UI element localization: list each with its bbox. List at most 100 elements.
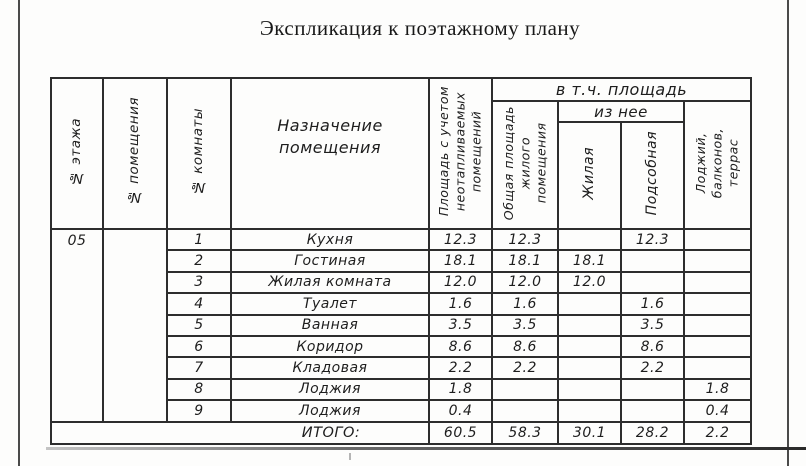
auxiliary-header-label: Подсобная xyxy=(644,131,661,216)
purpose-cell: Лоджия xyxy=(230,399,430,423)
explication-table: № этажа № помещения № комнаты Назначение… xyxy=(50,77,753,445)
auxiliary-cell xyxy=(620,270,685,295)
table-row: 2 Гостиная 18.1 18.1 18.1 xyxy=(51,249,753,273)
col-header-room-number: № комнаты xyxy=(166,77,232,230)
table-row: 9 Лоджия 0.4 0.4 xyxy=(51,399,753,423)
total-row: ИТОГО: 60.5 58.3 30.1 28.2 2.2 xyxy=(50,420,753,445)
purpose-cell: Туалет xyxy=(230,292,430,316)
total-living-cell: 8.6 xyxy=(491,334,559,359)
room-number-cell: 9 xyxy=(166,399,232,423)
room-number-cell: 5 xyxy=(166,313,232,337)
purpose-cell: Кухня xyxy=(230,227,430,252)
auxiliary-cell xyxy=(620,377,685,402)
loggia-cell xyxy=(682,292,753,316)
loggia-cell xyxy=(682,356,753,380)
auxiliary-cell xyxy=(620,249,685,273)
area-with-unheated-cell: 0.4 xyxy=(428,399,493,423)
room-number-cell: 1 xyxy=(166,227,232,252)
col-group-incl-area: в т.ч. площадь xyxy=(490,77,753,102)
area-with-unheated-cell: 12.0 xyxy=(428,270,493,295)
col-group-of-which: из нее xyxy=(557,100,685,123)
living-header-label: Жилая xyxy=(581,147,598,200)
total-area-with-unheated: 60.5 xyxy=(428,420,493,445)
total-living-cell: 2.2 xyxy=(491,356,559,380)
total-living-area: 58.3 xyxy=(491,420,559,445)
table-row: 4 Туалет 1.6 1.6 1.6 xyxy=(51,292,753,316)
purpose-cell: Гостиная xyxy=(230,249,430,273)
purpose-header-label: Назначение помещения xyxy=(277,115,383,157)
total-living-cell: 12.0 xyxy=(491,270,559,295)
scan-artifact-tick xyxy=(349,453,351,460)
col-header-floor-number: № этажа xyxy=(50,77,104,230)
total-living-cell: 3.5 xyxy=(491,313,559,337)
room-number-cell: 8 xyxy=(166,377,232,402)
total-living-cell xyxy=(491,399,559,423)
table-row: 8 Лоджия 1.8 1.8 xyxy=(51,377,753,402)
table-row: 05 1 Кухня 12.3 12.3 12.3 xyxy=(50,227,753,423)
living-cell xyxy=(557,227,622,252)
total-living: 30.1 xyxy=(557,420,622,445)
loggia-cell: 0.4 xyxy=(682,399,753,423)
floor-number-cell: 05 xyxy=(50,228,104,423)
total-loggia: 2.2 xyxy=(682,420,753,445)
loggia-cell xyxy=(682,313,753,337)
area-with-unheated-cell: 1.8 xyxy=(428,377,493,402)
living-cell: 18.1 xyxy=(557,249,622,273)
auxiliary-cell: 12.3 xyxy=(620,227,685,252)
loggias-header-label: Лоджий, балконов, террас xyxy=(693,127,741,199)
total-living-cell: 1.6 xyxy=(491,292,559,316)
room-number-cell: 3 xyxy=(166,270,232,295)
living-cell xyxy=(557,356,622,380)
purpose-cell: Лоджия xyxy=(230,377,430,402)
total-living-cell: 12.3 xyxy=(491,227,559,252)
purpose-cell: Жилая комната xyxy=(230,270,430,295)
area-with-unheated-cell: 18.1 xyxy=(428,249,493,273)
living-cell xyxy=(557,377,622,402)
purpose-cell: Коридор xyxy=(230,334,430,359)
purpose-cell: Ванная xyxy=(230,313,430,337)
col-header-loggias: Лоджий, балконов, террас xyxy=(682,100,753,230)
loggia-cell: 1.8 xyxy=(682,377,753,402)
scan-artifact-line xyxy=(46,447,806,450)
premises-number-cell xyxy=(102,228,168,423)
living-cell xyxy=(557,334,622,359)
total-auxiliary: 28.2 xyxy=(620,420,685,445)
col-header-purpose: Назначение помещения xyxy=(230,77,430,230)
total-living-cell xyxy=(491,377,559,402)
premises-number-header-label: № помещения xyxy=(126,97,143,206)
room-number-cell: 7 xyxy=(166,356,232,380)
page-frame-left-line xyxy=(18,0,20,466)
auxiliary-cell xyxy=(620,399,685,423)
living-cell xyxy=(557,313,622,337)
auxiliary-cell: 1.6 xyxy=(620,292,685,316)
area-with-unheated-header-label: Площадь с учетом неотапливаемых помещени… xyxy=(436,86,484,217)
loggia-cell xyxy=(682,227,753,252)
purpose-cell: Кладовая xyxy=(230,356,430,380)
table-row: 3 Жилая комната 12.0 12.0 12.0 xyxy=(51,270,753,295)
table-row: 7 Кладовая 2.2 2.2 2.2 xyxy=(51,356,753,380)
col-header-auxiliary: Подсобная xyxy=(620,121,685,230)
floor-number-header-label: № этажа xyxy=(68,117,85,186)
col-header-living: Жилая xyxy=(557,121,622,230)
area-with-unheated-cell: 2.2 xyxy=(428,356,493,380)
total-living-area-header-label: Общая площадь жилого помещения xyxy=(500,105,549,221)
area-with-unheated-cell: 12.3 xyxy=(428,227,493,252)
auxiliary-cell: 3.5 xyxy=(620,313,685,337)
loggia-cell xyxy=(682,334,753,359)
auxiliary-cell: 2.2 xyxy=(620,356,685,380)
auxiliary-cell: 8.6 xyxy=(620,334,685,359)
room-number-cell: 2 xyxy=(166,249,232,273)
total-label: ИТОГО: xyxy=(50,420,430,445)
room-number-cell: 4 xyxy=(166,292,232,316)
total-living-cell: 18.1 xyxy=(491,249,559,273)
area-with-unheated-cell: 8.6 xyxy=(428,334,493,359)
room-number-header-label: № комнаты xyxy=(190,107,207,195)
room-number-cell: 6 xyxy=(166,334,232,359)
loggia-cell xyxy=(682,249,753,273)
page-title: Экспликация к поэтажному плану xyxy=(259,16,581,40)
table-row: 5 Ванная 3.5 3.5 3.5 xyxy=(51,313,753,337)
col-header-area-with-unheated: Площадь с учетом неотапливаемых помещени… xyxy=(428,77,493,230)
page-frame-right-line xyxy=(787,0,789,466)
table-row: 6 Коридор 8.6 8.6 8.6 xyxy=(51,334,753,359)
